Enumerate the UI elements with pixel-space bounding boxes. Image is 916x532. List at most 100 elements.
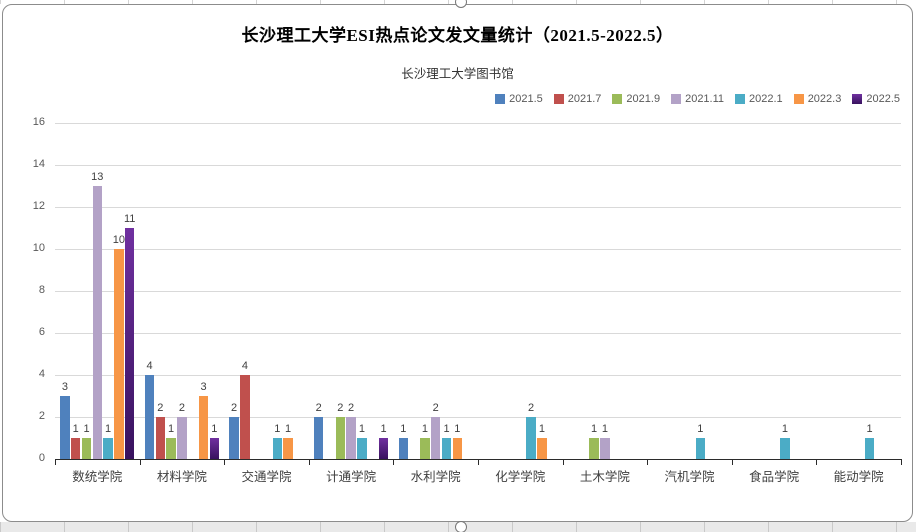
bar-2022.1[interactable] — [357, 438, 367, 459]
legend-item-2021.5[interactable]: 2021.5 — [495, 93, 543, 105]
bar-2022.1[interactable] — [272, 438, 283, 459]
legend-label: 2021.5 — [509, 93, 543, 105]
category-label: 数统学院 — [72, 470, 123, 484]
bar-2021.11[interactable] — [177, 417, 187, 459]
bar-data-label: 1 — [72, 423, 79, 435]
bar-2021.9[interactable] — [335, 417, 346, 459]
bar-2021.11[interactable] — [430, 417, 441, 459]
y-axis-tick-label: 8 — [38, 284, 45, 296]
bar-data-label: 1 — [380, 423, 387, 435]
legend-swatch-icon — [612, 94, 623, 104]
bar-data-label: 1 — [83, 423, 90, 435]
bar-2022.3[interactable] — [537, 438, 547, 459]
category-label: 食品学院 — [749, 470, 800, 484]
legend-label: 2021.9 — [626, 93, 661, 105]
category-label: 材料学院 — [156, 470, 207, 484]
bar-2022.1[interactable] — [780, 438, 790, 459]
bar-2021.5[interactable] — [313, 417, 324, 459]
bar-2022.3[interactable] — [283, 438, 293, 459]
y-axis-tick-label: 6 — [38, 326, 45, 338]
bar-2022.1[interactable] — [695, 438, 706, 459]
bar-2021.5[interactable] — [229, 417, 239, 459]
bar-data-label: 2 — [178, 402, 185, 414]
bar-2021.7[interactable] — [240, 375, 250, 459]
gridline — [55, 207, 901, 208]
gridline — [55, 291, 901, 292]
category-label: 交通学院 — [241, 470, 292, 484]
bar-data-label: 1 — [781, 423, 788, 435]
category-label: 土木学院 — [579, 470, 630, 484]
bar-data-label: 2 — [337, 402, 344, 414]
bar-2021.7[interactable] — [155, 417, 166, 459]
bar-2022.1[interactable] — [441, 438, 452, 459]
bar-data-label: 2 — [528, 402, 535, 414]
bar-data-label: 1 — [400, 423, 407, 435]
gridline — [55, 333, 901, 334]
bar-data-label: 1 — [358, 423, 365, 435]
chart-object[interactable]: 长沙理工大学ESI热点论文发文量统计（2021.5-2022.5） 长沙理工大学… — [2, 4, 913, 522]
bar-2022.3[interactable] — [114, 249, 124, 459]
bar-2021.9[interactable] — [420, 438, 430, 459]
bar-data-label: 1 — [601, 423, 608, 435]
legend-swatch-icon — [793, 94, 804, 104]
y-axis-tick-label: 4 — [38, 368, 45, 380]
gridline — [55, 123, 901, 124]
chart-resize-handle-top[interactable] — [455, 0, 467, 8]
x-axis-tick — [139, 459, 141, 465]
chart-resize-handle-bottom[interactable] — [455, 521, 467, 532]
bar-2022.3[interactable] — [198, 396, 209, 459]
y-axis-tick-label: 14 — [32, 158, 45, 170]
bar-2022.5[interactable] — [124, 228, 135, 459]
chart-legend[interactable]: 2021.5 2021.7 2021.9 2021.11 2022.1 2022.3 202… — [495, 91, 900, 107]
bar-2021.11[interactable] — [600, 438, 610, 459]
bar-data-label: 1 — [538, 423, 545, 435]
category-label: 水利学院 — [410, 470, 461, 484]
bar-2022.3[interactable] — [452, 438, 463, 459]
x-axis-tick — [816, 459, 818, 465]
bar-data-label: 1 — [274, 423, 281, 435]
legend-label: 2021.7 — [567, 93, 602, 105]
plot-area: 0 2 4 6 8 10 12 14 16 数统学院 材料学院 交通学院 计通学院 水利学院 化学学院 土木学… — [3, 5, 912, 521]
bar-2022.1[interactable] — [526, 417, 536, 459]
bar-data-label: 11 — [123, 213, 136, 225]
legend-swatch-icon — [671, 94, 682, 104]
x-axis-tick — [55, 459, 56, 465]
bar-data-label: 2 — [432, 402, 439, 414]
bar-2022.1[interactable] — [864, 438, 875, 459]
bar-2021.11[interactable] — [92, 186, 103, 459]
bar-2021.5[interactable] — [60, 396, 70, 459]
gridline — [55, 375, 901, 376]
bar-data-label: 10 — [112, 234, 126, 246]
legend-item-2021.7[interactable]: 2021.7 — [553, 93, 602, 105]
bar-2021.11[interactable] — [346, 417, 356, 459]
legend-label: 2021.11 — [685, 93, 725, 105]
y-axis-tick-label: 0 — [38, 452, 45, 464]
bar-2021.9[interactable] — [166, 438, 176, 459]
legend-item-2022.1[interactable]: 2022.1 — [735, 93, 783, 105]
legend-item-2021.11[interactable]: 2021.11 — [671, 93, 724, 105]
category-label: 能动学院 — [833, 470, 884, 484]
bar-data-label: 1 — [443, 423, 450, 435]
bar-data-label: 1 — [105, 423, 112, 435]
bar-2022.5[interactable] — [209, 438, 220, 459]
legend-label: 2022.3 — [807, 93, 842, 105]
bar-data-label: 13 — [91, 171, 104, 183]
legend-item-2022.3[interactable]: 2022.3 — [793, 93, 842, 105]
bar-2022.1[interactable] — [103, 438, 113, 459]
chart-subtitle[interactable]: 长沙理工大学图书馆 — [401, 67, 514, 81]
legend-item-2021.9[interactable]: 2021.9 — [612, 93, 660, 105]
bar-2021.5[interactable] — [144, 375, 155, 459]
category-label: 汽机学院 — [664, 470, 715, 484]
chart-title[interactable]: 长沙理工大学ESI热点论文发文量统计（2021.5-2022.5） — [241, 26, 674, 45]
bar-2022.5[interactable] — [378, 438, 389, 459]
bar-data-label: 4 — [146, 360, 153, 372]
bar-2021.9[interactable] — [589, 438, 599, 459]
bar-2021.9[interactable] — [81, 438, 92, 459]
legend-swatch-icon — [553, 94, 564, 104]
bar-data-label: 2 — [315, 402, 322, 414]
bar-2021.5[interactable] — [398, 438, 409, 459]
gridline — [55, 417, 901, 418]
legend-item-2022.5[interactable]: 2022.5 — [852, 93, 900, 105]
bar-2021.7[interactable] — [70, 438, 81, 459]
